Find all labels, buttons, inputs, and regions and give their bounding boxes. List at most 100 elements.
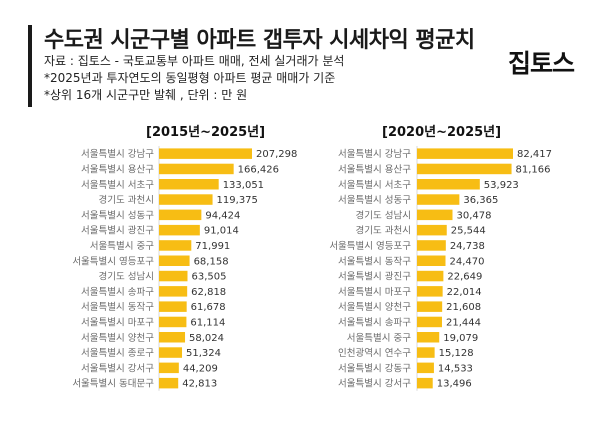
- bar-2020: [417, 332, 440, 343]
- value-label: 94,424: [205, 210, 240, 221]
- category-label: 서울특별시 성동구: [81, 210, 154, 221]
- value-label: 36,365: [463, 195, 498, 206]
- value-label: 58,024: [189, 333, 224, 344]
- value-label: 22,649: [447, 272, 482, 283]
- category-label: 서울특별시 용산구: [338, 164, 411, 175]
- category-label: 서울특별시 서초구: [81, 180, 154, 191]
- bar-2020: [417, 301, 443, 312]
- category-label: 서울특별시 송파구: [338, 317, 411, 328]
- bar-2020: [417, 255, 446, 266]
- bar-2020: [417, 209, 453, 221]
- value-label: 207,298: [256, 149, 297, 160]
- category-label: 서울특별시 영등포구: [72, 256, 154, 267]
- value-label: 53,923: [484, 180, 519, 191]
- value-label: 15,128: [439, 348, 474, 359]
- bar-2015: [159, 347, 183, 358]
- bar-2020: [417, 148, 513, 159]
- bar-2020: [417, 240, 446, 251]
- bar-2015: [159, 255, 190, 266]
- value-label: 62,818: [191, 287, 226, 298]
- category-label: 서울특별시 강동구: [338, 363, 411, 374]
- bar-2020: [417, 194, 460, 205]
- value-label: 82,417: [517, 149, 552, 160]
- category-label: 서울특별시 동대문구: [72, 379, 154, 390]
- value-label: 21,444: [446, 317, 481, 328]
- brand-logo: 집토스: [508, 49, 575, 78]
- bar-2020: [417, 163, 512, 175]
- bar-2020: [417, 316, 442, 328]
- bar-2015: [159, 332, 186, 343]
- value-label: 61,114: [190, 317, 225, 328]
- category-label: 서울특별시 강남구: [338, 149, 411, 160]
- bar-2015: [159, 362, 179, 374]
- category-label: 서울특별시 광진구: [338, 271, 411, 283]
- value-label: 44,209: [183, 363, 218, 374]
- value-label: 119,375: [217, 195, 258, 206]
- bar-2015: [159, 240, 192, 251]
- category-label: 서울특별시 중구: [90, 241, 154, 252]
- category-label: 서울특별시 서초구: [338, 180, 411, 191]
- bar-2015: [159, 377, 179, 389]
- value-label: 25,544: [451, 226, 486, 237]
- value-label: 166,426: [238, 164, 279, 175]
- panel-title-2015: [2015년~2025년]: [146, 125, 266, 140]
- category-label: 서울특별시 동작구: [81, 302, 154, 313]
- bar-2015: [159, 270, 188, 282]
- category-label: 서울특별시 마포구: [81, 317, 154, 328]
- value-label: 24,470: [450, 256, 485, 267]
- value-label: 51,324: [186, 348, 221, 359]
- bar-2015: [159, 316, 187, 328]
- bar-2015: [159, 286, 188, 297]
- category-label: 서울특별시 양천구: [81, 333, 154, 344]
- bar-2015: [159, 163, 234, 175]
- note-source: 자료 : 집토스 - 국토교통부 아파트 매매, 전세 실거래가 분석: [44, 54, 345, 68]
- category-label: 서울특별시 영등포구: [329, 241, 411, 252]
- value-label: 19,079: [443, 333, 478, 344]
- note-basis: *2025년과 투자연도의 동일평형 아파트 평균 매매가 기준: [44, 71, 336, 85]
- bar-2015: [159, 224, 200, 236]
- category-label: 서울특별시 강남구: [81, 149, 154, 160]
- bar-2020: [417, 179, 480, 190]
- value-label: 42,813: [182, 379, 217, 390]
- category-label: 서울특별시 강서구: [338, 379, 411, 390]
- category-label: 경기도 성남시: [99, 271, 154, 283]
- bar-2015: [159, 301, 187, 312]
- value-label: 24,738: [450, 241, 485, 252]
- panel-title-2020: [2020년~2025년]: [382, 125, 502, 140]
- bar-2020: [417, 362, 434, 374]
- value-label: 91,014: [204, 226, 239, 237]
- value-label: 22,014: [447, 287, 482, 298]
- bar-2015: [159, 194, 213, 205]
- category-label: 경기도 성남시: [356, 209, 411, 221]
- category-label: 서울특별시 용산구: [81, 164, 154, 175]
- value-label: 61,678: [191, 302, 226, 313]
- value-label: 71,991: [195, 241, 230, 252]
- category-label: 서울특별시 동작구: [338, 256, 411, 267]
- value-label: 68,158: [194, 256, 229, 267]
- category-label: 경기도 과천시: [99, 194, 154, 206]
- value-label: 30,478: [457, 210, 492, 221]
- category-label: 서울특별시 중구: [347, 333, 411, 344]
- bar-2015: [159, 179, 219, 190]
- category-label: 서울특별시 종로구: [81, 348, 154, 359]
- source-notes: 자료 : 집토스 - 국토교통부 아파트 매매, 전세 실거래가 분석 *202…: [44, 53, 344, 104]
- value-label: 81,166: [516, 164, 551, 175]
- value-label: 63,505: [191, 272, 226, 283]
- category-label: 인천광역시 연수구: [338, 347, 411, 359]
- value-label: 14,533: [438, 363, 473, 374]
- category-label: 경기도 과천시: [356, 225, 411, 237]
- bar-2020: [417, 347, 435, 358]
- category-label: 서울특별시 마포구: [338, 287, 411, 298]
- bar-2020: [417, 286, 443, 297]
- bar-2015: [159, 148, 252, 159]
- category-label: 서울특별시 강서구: [81, 363, 154, 374]
- value-label: 133,051: [223, 180, 264, 191]
- bar-2020: [417, 224, 447, 236]
- note-unit: *상위 16개 시군구만 발췌 , 단위 : 만 원: [44, 88, 248, 102]
- chart-title: 수도권 시군구별 아파트 갭투자 시세차익 평균치: [44, 28, 475, 53]
- bar-2020: [417, 377, 433, 389]
- title-accent-bar: [28, 25, 32, 107]
- bar-2015: [159, 209, 202, 221]
- bar-2020: [417, 270, 444, 282]
